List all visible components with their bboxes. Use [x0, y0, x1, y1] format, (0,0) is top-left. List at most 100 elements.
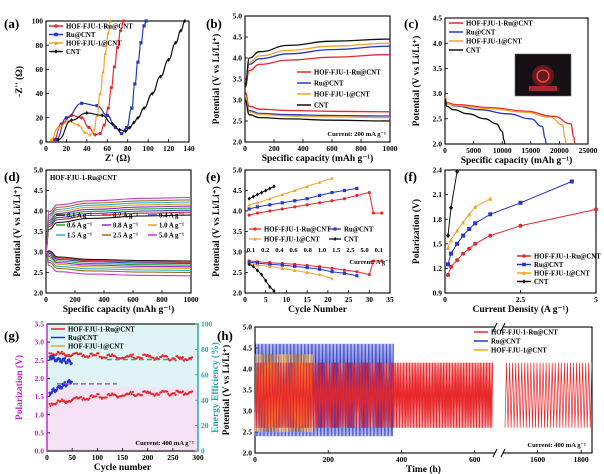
data-point	[152, 356, 155, 360]
y-tick-label: 1.8	[433, 215, 443, 224]
x-tick-label: 60	[104, 144, 112, 153]
panel-label: (e)	[206, 169, 220, 184]
scatter-series	[48, 379, 73, 397]
data-point	[317, 265, 322, 269]
charge-curve	[244, 38, 391, 89]
legend-label: CNT	[466, 48, 481, 55]
y-tick-label: 3.5	[34, 227, 44, 236]
data-point	[49, 137, 53, 142]
charge-curve	[45, 214, 192, 251]
data-point	[158, 393, 161, 396]
y-tick-label: 40	[36, 89, 44, 98]
legend-label: Ru@CNT	[314, 81, 344, 88]
data-point	[98, 131, 102, 136]
data-point	[293, 188, 297, 193]
discharge-curve	[45, 251, 192, 274]
y-tick-label: 0.9	[433, 289, 443, 298]
discharge-curve	[444, 96, 567, 145]
x-tick-label: 80	[124, 144, 132, 153]
data-point	[56, 125, 60, 130]
y-tick-label: 3.5	[233, 227, 243, 236]
legend-label: CNT	[314, 103, 329, 110]
y2-axis-label: Energy Efficiency (%)	[210, 342, 221, 433]
data-point	[467, 211, 472, 217]
data-point	[93, 133, 97, 137]
rate-label: 0.4	[275, 247, 284, 254]
data-point	[293, 264, 297, 268]
legend-marker	[333, 236, 337, 242]
data-point	[449, 237, 454, 242]
data-point	[128, 125, 132, 130]
legend-label: CNT	[534, 279, 549, 286]
legend-label: HOF-FJU-1-Ru@CNT	[534, 254, 601, 261]
y-tick-label: 1.5	[433, 239, 443, 248]
legend-label: HOF-FJU-1@CNT	[534, 271, 590, 278]
x-tick-label: 20000	[550, 146, 569, 155]
x-tick-label: 0	[45, 453, 49, 462]
data-point	[455, 228, 460, 233]
x-tick-label: 150	[117, 453, 129, 462]
data-point	[594, 207, 598, 212]
data-point	[129, 353, 132, 356]
panel-a: 0 20 40 60 80 100 120 140 0 20 40 60 80 100 Z' (Ω) -Z''…	[4, 16, 195, 164]
legend-label: 2.5 A g⁻¹	[113, 233, 138, 240]
panel-c: 0 5000 10000 15000 20000 25000 2.0 2.5 3.0 3.5 4.0…	[404, 14, 598, 166]
led-ring	[536, 69, 550, 83]
annotation-title: Current: A g⁻¹	[349, 259, 390, 266]
data-point	[87, 125, 91, 130]
legend-label: Ru@CNT	[491, 339, 521, 346]
legend-label: Ru@CNT	[66, 32, 96, 39]
y-tick-label: 60	[36, 65, 44, 74]
legend-label: CNT	[66, 49, 81, 56]
data-point	[330, 176, 334, 180]
legend-marker	[253, 227, 257, 231]
y-tick-label: 3.5	[35, 320, 45, 329]
legend-label: HOF-FJU-1-Ru@CNT	[466, 21, 533, 28]
data-point	[473, 221, 478, 226]
y-tick-label: 4.0	[433, 39, 443, 48]
data-point	[461, 220, 466, 225]
data-point	[367, 190, 371, 195]
data-point	[367, 272, 371, 277]
y-tick-label: 3.0	[233, 248, 243, 257]
y-tick-label: 4.5	[34, 186, 44, 195]
legend-label: HOF-FJU-1@CNT	[66, 41, 122, 48]
data-point	[142, 24, 146, 28]
data-point	[317, 180, 322, 184]
data-point	[100, 113, 104, 118]
data-point	[130, 392, 133, 396]
x-tick-label: 5	[594, 295, 598, 304]
data-point	[268, 284, 272, 289]
charge-curve	[244, 42, 391, 89]
discharge-curve	[45, 251, 192, 277]
data-point	[305, 184, 309, 188]
data-point	[82, 354, 85, 357]
x-tick-label: 0	[253, 455, 257, 464]
data-point	[131, 353, 134, 356]
data-point	[144, 19, 148, 23]
axis-break	[500, 448, 506, 458]
data-point	[280, 201, 284, 205]
y-tick-label: 4.5	[233, 186, 243, 195]
y2-tick-label: 0	[201, 447, 205, 456]
legend-label: 0.1 A g⁻¹	[67, 213, 92, 220]
data-point	[77, 123, 81, 127]
panel-label: (g)	[4, 328, 19, 343]
chart-title: HOF-FJU-1-Ru@CNT	[50, 175, 117, 182]
data-point	[305, 270, 309, 275]
x-axis-label: Specific capacity (mAh g⁻¹)	[63, 304, 175, 315]
data-point	[85, 110, 89, 116]
panel-b: 0 200 400 600 800 1000 2.0 2.5 3.0 3.5 4.0 4.5 5.0 Sp…	[206, 12, 398, 164]
legend-label: HOF-FJU-1-Ru@CNT	[491, 330, 558, 337]
data-point	[455, 241, 460, 246]
y-tick-label: 2.0	[433, 140, 443, 149]
data-point	[488, 196, 493, 201]
legend-label: 0.8 A g⁻¹	[113, 223, 138, 230]
efficiency-band	[47, 324, 198, 389]
y-tick-label: 4.5	[243, 344, 253, 353]
data-point	[317, 272, 322, 277]
data-point	[118, 29, 123, 33]
rate-label: 0.1	[375, 247, 383, 254]
x-tick-label: 30	[366, 295, 374, 304]
